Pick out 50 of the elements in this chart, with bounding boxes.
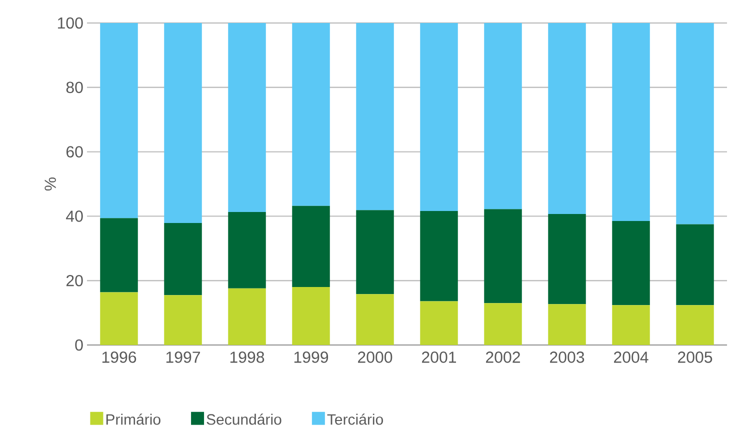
y-tick-label: 0 xyxy=(75,339,83,351)
legend-label: Secundário xyxy=(206,414,282,425)
x-tick-label: 2002 xyxy=(486,352,520,363)
bar xyxy=(228,212,266,288)
x-tick-label: 2005 xyxy=(678,352,712,363)
bar xyxy=(100,292,138,346)
bar xyxy=(356,294,394,346)
bar xyxy=(548,304,586,346)
y-tick-label: 40 xyxy=(66,210,83,222)
bar xyxy=(484,23,522,210)
legend-label: Primário xyxy=(106,414,160,425)
x-tick-label: 1996 xyxy=(102,352,136,363)
bar xyxy=(100,23,138,218)
legend-label: Terciário xyxy=(327,414,383,425)
bar xyxy=(484,303,522,346)
x-tick-label: 2001 xyxy=(422,352,456,363)
y-tick-label: 20 xyxy=(66,274,83,286)
x-tick-label: 2003 xyxy=(550,352,584,363)
bar xyxy=(228,23,266,212)
bar xyxy=(420,23,458,212)
x-tick-label: 1998 xyxy=(230,352,264,363)
bar xyxy=(548,214,586,304)
x-tick-label: 2004 xyxy=(614,352,648,363)
bar xyxy=(420,211,458,302)
x-tick-label: 2000 xyxy=(358,352,392,363)
bar xyxy=(356,23,394,210)
y-tick-label: 60 xyxy=(66,146,83,158)
bar xyxy=(676,224,714,306)
bar xyxy=(100,218,138,292)
bar xyxy=(420,301,458,346)
bar xyxy=(292,206,330,288)
bar xyxy=(612,23,650,222)
bar xyxy=(676,23,714,224)
bar xyxy=(228,288,266,346)
bar xyxy=(164,295,202,346)
bar xyxy=(356,210,394,294)
bar xyxy=(612,305,650,346)
y-tick-label: 100 xyxy=(58,17,83,29)
bar xyxy=(292,287,330,346)
x-tick-label: 1999 xyxy=(294,352,328,363)
bar xyxy=(676,305,714,346)
y-axis-title: % xyxy=(44,177,56,191)
bar xyxy=(484,209,522,304)
x-tick-label: 1997 xyxy=(166,352,200,363)
bar xyxy=(292,23,330,206)
y-tick-label: 80 xyxy=(66,82,83,94)
bar xyxy=(164,222,202,296)
bar xyxy=(164,23,202,223)
bar xyxy=(612,221,650,306)
bar xyxy=(548,23,586,214)
